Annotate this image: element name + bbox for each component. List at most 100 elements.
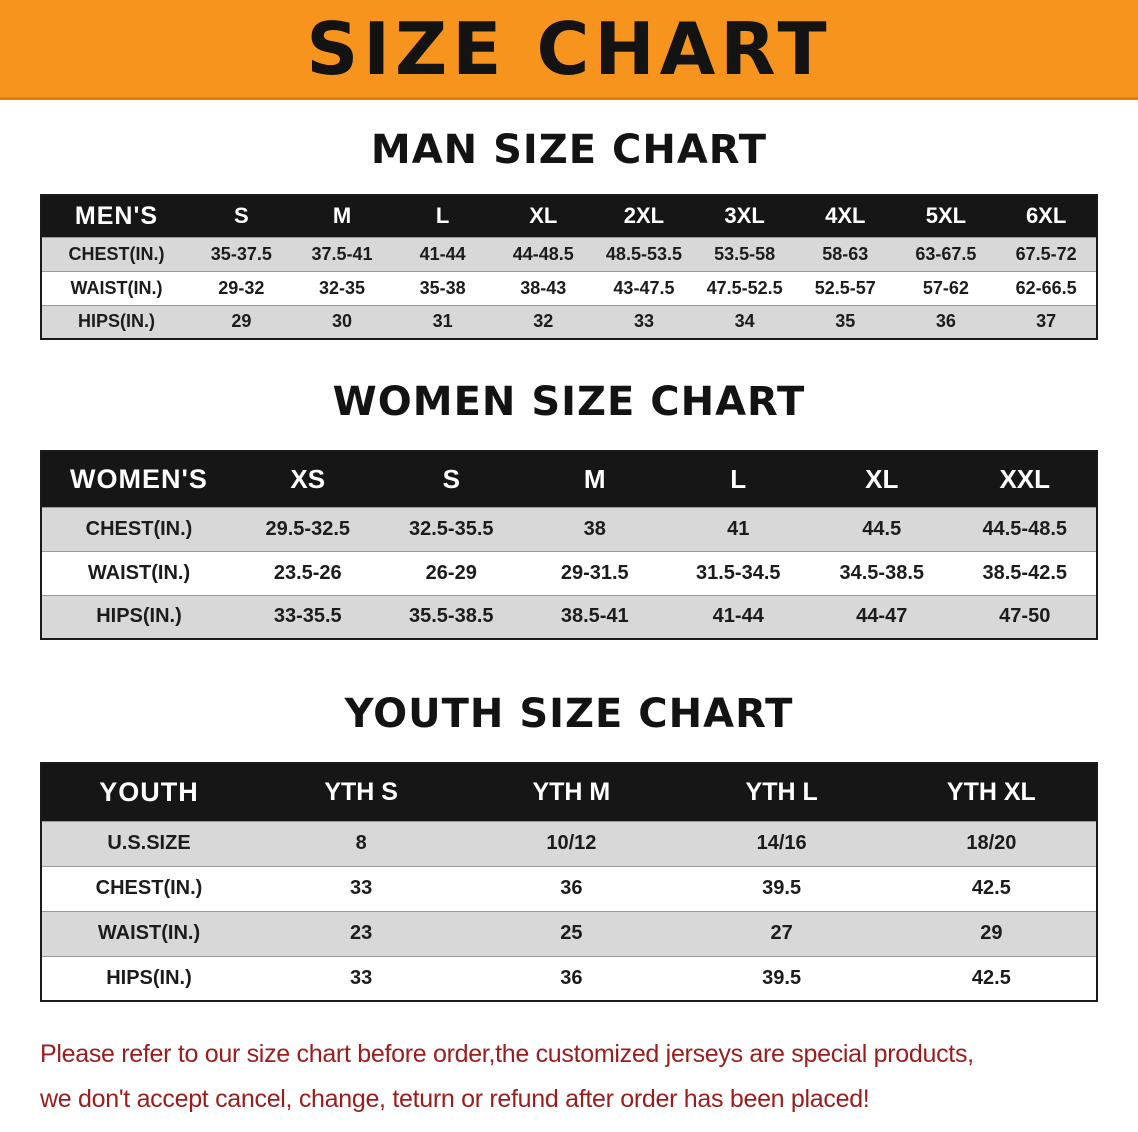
size-value: 31.5-34.5 xyxy=(695,561,781,584)
women-size-section: WOMEN SIZE CHART WOMEN'S XS S M L XL XXL CHEST(… xyxy=(0,380,1138,640)
size-column-header: M xyxy=(523,451,667,507)
size-column-header: 6XL xyxy=(996,195,1097,237)
row-label: HIPS(IN.) xyxy=(106,966,192,989)
size-value: 42.5 xyxy=(971,877,1011,899)
youth-size-table: YOUTH YTH S YTH M YTH L YTH XL U.S.SIZE 8 10/12… xyxy=(40,762,1098,1002)
table-header-row: MEN'S S M L XL 2XL 3XL 4XL 5XL 6XL xyxy=(41,195,1097,237)
size-column-header: 3XL xyxy=(694,195,795,237)
men-size-section: MAN SIZE CHART MEN'S S M L XL 2XL 3XL 4XL 5XL 6XL… xyxy=(0,128,1138,340)
size-value: 35-37.5 xyxy=(210,243,272,264)
size-value: 33 xyxy=(350,966,373,989)
disclaimer-line-2: we don't accept cancel, change, teturn o… xyxy=(40,1085,870,1113)
size-value: 33 xyxy=(350,877,373,899)
size-value: 48.5-53.5 xyxy=(605,243,682,264)
size-column-header: XL xyxy=(492,195,594,237)
men-section-heading: MAN SIZE CHART xyxy=(370,127,768,173)
size-value: 44-48.5 xyxy=(512,243,574,264)
size-value: 23.5-26 xyxy=(273,561,342,584)
size-value: 58-63 xyxy=(822,243,869,264)
table-row: CHEST(IN.) 35-37.5 37.5-41 41-44 44-48.5 48.5… xyxy=(41,237,1097,271)
size-value: 29 xyxy=(980,922,1003,944)
size-value: 29 xyxy=(231,311,252,332)
size-column-header: YTH XL xyxy=(886,763,1097,821)
size-value: 44-47 xyxy=(856,605,908,628)
table-corner-label: MEN'S xyxy=(41,195,191,237)
women-size-table: WOMEN'S XS S M L XL XXL CHEST(IN.) 29.5-32.5 32.5… xyxy=(40,450,1098,640)
size-column-header: 4XL xyxy=(794,195,896,237)
size-value: 38.5-41 xyxy=(560,605,629,628)
size-value: 23 xyxy=(350,922,373,944)
size-value: 8 xyxy=(355,832,367,854)
size-column-header: YTH S xyxy=(256,763,467,821)
size-value: 41-44 xyxy=(712,605,764,628)
size-column-header: S xyxy=(379,451,523,507)
size-column-header: XL xyxy=(810,451,954,507)
size-value: 41-44 xyxy=(419,243,466,264)
table-row: HIPS(IN.) 29 30 31 32 33 34 35 36 37 xyxy=(41,305,1097,339)
size-value: 35.5-38.5 xyxy=(408,605,494,628)
size-value: 47-50 xyxy=(999,605,1051,628)
row-label: CHEST(IN.) xyxy=(95,877,203,899)
table-row: WAIST(IN.) 29-32 32-35 35-38 38-43 43-47.5 47.… xyxy=(41,271,1097,305)
size-value: 36 xyxy=(935,311,956,332)
size-value: 25 xyxy=(560,922,583,944)
size-value: 43-47.5 xyxy=(613,277,675,298)
size-value: 26-29 xyxy=(425,561,477,584)
size-column-header: S xyxy=(191,195,292,237)
size-value: 38.5-42.5 xyxy=(982,561,1067,584)
row-label: U.S.SIZE xyxy=(107,832,191,854)
size-value: 36 xyxy=(560,966,583,989)
size-value: 34.5-38.5 xyxy=(839,561,924,584)
banner: SIZE CHART xyxy=(0,0,1138,100)
size-value: 44.5-48.5 xyxy=(982,517,1067,540)
size-value: 52.5-57 xyxy=(814,277,876,298)
table-row: U.S.SIZE 8 10/12 14/16 18/20 xyxy=(41,821,1097,866)
row-label: WAIST(IN.) xyxy=(70,277,163,298)
row-label: HIPS(IN.) xyxy=(77,311,155,332)
size-value: 29.5-32.5 xyxy=(265,517,350,540)
table-row: CHEST(IN.) 33 36 39.5 42.5 xyxy=(41,866,1097,911)
size-value: 36 xyxy=(560,877,583,899)
size-column-header: XXL xyxy=(953,451,1097,507)
size-value: 63-67.5 xyxy=(915,243,977,264)
size-column-header: YTH M xyxy=(466,763,677,821)
size-value: 38-43 xyxy=(520,277,567,298)
table-row: WAIST(IN.) 23 25 27 29 xyxy=(41,911,1097,956)
size-column-header: L xyxy=(392,195,493,237)
size-value: 44.5 xyxy=(862,517,902,540)
size-value: 41 xyxy=(727,517,750,540)
size-value: 35-38 xyxy=(419,277,466,298)
size-column-header: 5XL xyxy=(895,195,997,237)
size-column-header: YTH L xyxy=(676,763,887,821)
size-column-header: M xyxy=(291,195,393,237)
size-value: 33-35.5 xyxy=(273,605,342,628)
men-size-table: MEN'S S M L XL 2XL 3XL 4XL 5XL 6XL CHEST(IN.) 35-37… xyxy=(40,194,1098,340)
table-corner-label: WOMEN'S xyxy=(41,451,236,507)
size-value: 18/20 xyxy=(966,832,1017,854)
youth-size-section: YOUTH SIZE CHART YOUTH YTH S YTH M YTH L YTH… xyxy=(0,692,1138,1002)
table-corner-label: YOUTH xyxy=(41,763,256,821)
size-value: 62-66.5 xyxy=(1015,277,1077,298)
size-column-header: 2XL xyxy=(593,195,695,237)
size-value: 32 xyxy=(533,311,554,332)
size-column-header: L xyxy=(666,451,810,507)
size-value: 67.5-72 xyxy=(1015,243,1077,264)
size-value: 37 xyxy=(1036,311,1057,332)
table-row: CHEST(IN.) 29.5-32.5 32.5-35.5 38 41 44.5 44.5… xyxy=(41,507,1097,551)
size-value: 27 xyxy=(770,922,793,944)
size-value: 33 xyxy=(633,311,654,332)
table-header-row: YOUTH YTH S YTH M YTH L YTH XL xyxy=(41,763,1097,821)
table-row: WAIST(IN.) 23.5-26 26-29 29-31.5 31.5-34.5 34… xyxy=(41,551,1097,595)
footer-disclaimer: Please refer to our size chart before or… xyxy=(40,1032,1098,1122)
size-value: 39.5 xyxy=(762,877,802,899)
banner-title: SIZE CHART xyxy=(306,6,832,91)
women-section-heading: WOMEN SIZE CHART xyxy=(332,379,806,425)
size-value: 32-35 xyxy=(318,277,365,298)
table-header-row: WOMEN'S XS S M L XL XXL xyxy=(41,451,1097,507)
size-value: 37.5-41 xyxy=(311,243,373,264)
size-value: 29-31.5 xyxy=(560,561,629,584)
size-value: 10/12 xyxy=(546,832,597,854)
size-value: 34 xyxy=(734,311,755,332)
row-label: WAIST(IN.) xyxy=(87,561,191,584)
